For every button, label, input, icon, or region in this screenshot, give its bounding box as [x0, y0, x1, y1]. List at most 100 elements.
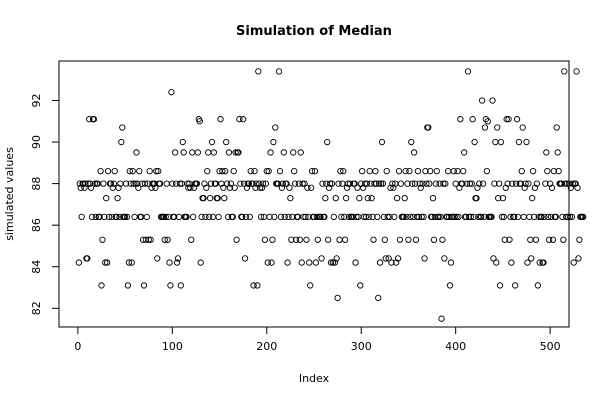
data-point [324, 138, 331, 146]
data-point [481, 124, 489, 131]
data-point [264, 259, 271, 266]
data-point [412, 236, 420, 243]
data-point [433, 167, 440, 175]
data-point [210, 149, 218, 156]
data-point [548, 184, 556, 191]
data-point [291, 180, 299, 187]
data-point [451, 213, 458, 221]
data-point [279, 180, 286, 187]
data-point [250, 282, 257, 289]
data-point [301, 180, 308, 187]
data-point [460, 167, 467, 175]
data-point [545, 213, 552, 221]
data-point [268, 259, 275, 266]
data-point [369, 213, 376, 221]
data-point [385, 255, 392, 262]
data-point [512, 282, 519, 289]
data-point [245, 180, 252, 187]
data-point [219, 167, 226, 175]
data-point [145, 236, 152, 243]
data-point [307, 282, 314, 289]
data-point [352, 259, 359, 266]
data-point [206, 213, 213, 221]
data-point [136, 167, 143, 175]
data-point [330, 213, 337, 221]
data-point [224, 213, 232, 221]
data-point [275, 68, 283, 75]
data-point [226, 184, 234, 191]
data-point [466, 180, 473, 187]
data-point [126, 167, 133, 175]
data-point [231, 184, 238, 191]
x-tick-label: 500 [540, 340, 561, 353]
data-point [512, 180, 520, 187]
data-point [575, 255, 582, 262]
data-point [341, 213, 348, 221]
data-point [409, 180, 416, 187]
data-point [346, 180, 354, 187]
data-point [276, 167, 284, 175]
data-point [455, 213, 462, 221]
data-point [377, 180, 385, 187]
data-point [143, 213, 150, 221]
data-point [131, 213, 138, 221]
data-point [395, 167, 403, 175]
data-point [371, 180, 378, 187]
y-axis-label: simulated values [3, 147, 16, 241]
data-point [164, 236, 171, 243]
x-axis-label: Index [299, 372, 330, 385]
data-point [281, 213, 288, 221]
data-point [98, 282, 105, 289]
data-point [553, 124, 560, 131]
data-point [562, 180, 569, 187]
data-point [507, 213, 514, 221]
data-point [214, 195, 221, 202]
data-point [503, 116, 510, 123]
data-point [525, 180, 532, 187]
data-point [258, 184, 266, 191]
data-point [311, 167, 319, 175]
data-point [418, 213, 425, 221]
data-point [129, 167, 136, 175]
data-point [362, 213, 370, 221]
data-point [336, 236, 343, 243]
data-point [498, 213, 506, 221]
data-point [262, 180, 269, 187]
data-point [574, 184, 581, 191]
data-point [447, 259, 455, 266]
data-point [561, 68, 568, 75]
data-point [306, 259, 313, 266]
data-point [193, 180, 201, 187]
data-point [257, 184, 264, 191]
data-point [568, 213, 575, 221]
data-point [453, 213, 460, 221]
data-point [501, 236, 508, 243]
data-point [549, 236, 557, 243]
data-point [425, 124, 432, 131]
data-point [469, 116, 476, 123]
data-point [113, 213, 120, 221]
data-point [342, 236, 349, 243]
data-point [339, 180, 346, 187]
data-point [104, 167, 112, 175]
data-point [239, 213, 246, 221]
data-point [172, 149, 179, 156]
data-point [173, 259, 181, 266]
data-point [471, 138, 478, 146]
data-point [232, 149, 239, 156]
data-point [429, 195, 437, 202]
data-point [569, 180, 576, 187]
data-point [240, 116, 247, 123]
data-point [146, 167, 153, 175]
data-point [375, 294, 382, 302]
data-point [147, 236, 154, 243]
data-point [251, 167, 258, 175]
data-point [483, 167, 490, 175]
data-point [297, 149, 304, 156]
data-point [266, 213, 273, 221]
data-point [353, 213, 360, 221]
x-axis: 0 100 200 300 400 500 [74, 326, 561, 353]
data-point [300, 213, 307, 221]
data-point [547, 213, 555, 221]
data-point [524, 259, 531, 266]
